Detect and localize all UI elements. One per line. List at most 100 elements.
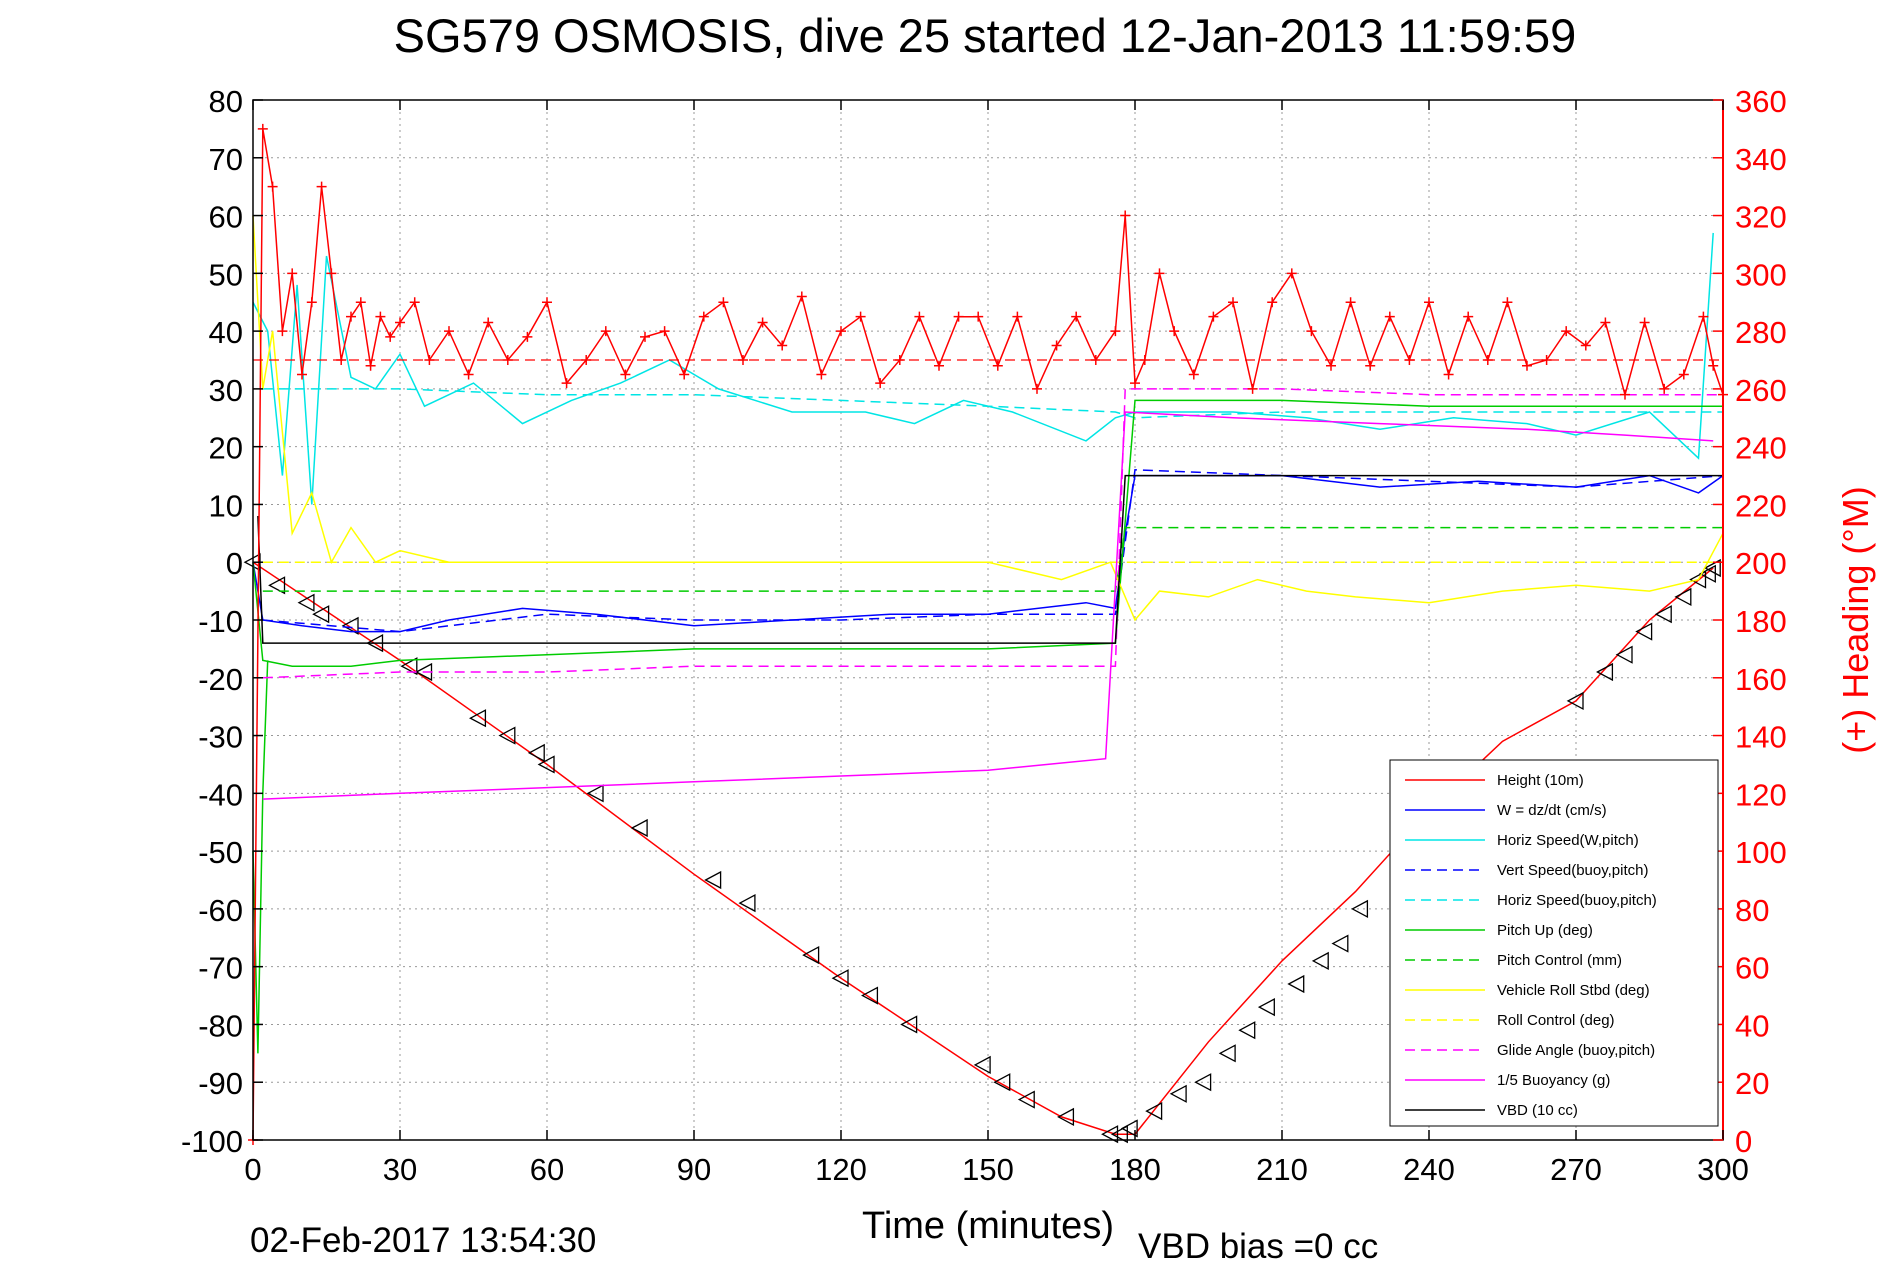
y2-tick-label: 0: [1735, 1124, 1752, 1159]
series-heading-point: [992, 360, 1003, 371]
y-axis-left: 80 70 60 50 40 30 20 10 0 -10 -20 -30 -40 -50 -60 -70 -8…: [181, 84, 263, 1159]
series-heading-point: [1365, 360, 1376, 371]
series-height_markers-point: [1110, 1125, 1128, 1144]
y2-tick-label: 200: [1735, 546, 1787, 581]
series-heading-point: [277, 326, 288, 337]
series-heading-point: [561, 378, 572, 389]
series-heading-point: [1345, 297, 1356, 308]
legend-label: Horiz Speed(buoy,pitch): [1497, 892, 1657, 909]
series-pitch: [252, 399, 1723, 667]
x-tick-label: 240: [1403, 1152, 1455, 1187]
series-heading-point: [1051, 340, 1062, 351]
series-heading-point: [1384, 311, 1395, 322]
x-tick-label: 60: [530, 1152, 564, 1187]
series-height_markers-point: [630, 818, 648, 838]
series-heading-point: [1463, 311, 1474, 322]
series-heading-point: [1247, 383, 1258, 394]
series-heading-point: [306, 297, 317, 308]
series-height_markers-point: [1169, 1084, 1187, 1103]
series-heading-point: [444, 326, 454, 337]
chart-title: SG579 OSMOSIS, dive 25 started 12-Jan-20…: [394, 9, 1577, 62]
series-heading-point: [1443, 369, 1454, 380]
y-tick-label: 50: [209, 257, 243, 292]
y2-tick-label: 280: [1735, 315, 1787, 350]
legend-label: Pitch Up (deg): [1497, 922, 1593, 939]
series-heading-point: [1154, 268, 1165, 279]
x-tick-label: 150: [962, 1152, 1014, 1187]
series-roll: [252, 215, 1724, 622]
y2-tick-label: 320: [1735, 200, 1787, 235]
series-height_markers-point: [1351, 899, 1369, 918]
series-heading-point: [1169, 326, 1180, 337]
series-height_markers-point: [586, 784, 604, 803]
y2-tick-label: 40: [1735, 1008, 1769, 1043]
y-tick-label: -10: [198, 604, 243, 639]
series-heading-point: [316, 181, 327, 192]
y2-tick-label: 260: [1735, 373, 1787, 408]
series-heading-point: [1267, 297, 1278, 308]
series-heading-point: [1012, 311, 1023, 322]
legend-label: W = dz/dt (cm/s): [1497, 802, 1607, 819]
legend-label: Glide Angle (buoy,pitch): [1497, 1042, 1655, 1059]
series-height_markers-point: [312, 605, 330, 624]
series-heading-point: [326, 268, 337, 279]
legend: Height (10m) W = dz/dt (cm/s) Horiz Speed(…: [1389, 759, 1719, 1127]
y-tick-label: 10: [209, 488, 243, 523]
series-height_markers-point: [1145, 1102, 1163, 1121]
series-height_markers-point: [1654, 605, 1672, 624]
series-height_markers-point: [297, 593, 315, 612]
series-heading-point: [385, 331, 396, 342]
series-heading-point: [796, 291, 807, 302]
x-tick-label: 0: [244, 1152, 261, 1187]
series-vbd: [257, 474, 1723, 644]
series-height_markers-point: [973, 1055, 991, 1074]
series-height_markers-point: [1057, 1107, 1075, 1126]
series-heading-point: [463, 369, 474, 380]
series-height_markers-point: [1635, 622, 1653, 641]
series-heading-point: [600, 326, 611, 337]
series-heading-point: [267, 181, 278, 192]
series-heading-point: [346, 311, 356, 322]
series-heading-point: [1110, 326, 1121, 337]
series-heading-point: [698, 311, 709, 322]
y-tick-label: 40: [209, 315, 243, 350]
series-heading-point: [659, 326, 670, 337]
y2-tick-label: 180: [1735, 604, 1787, 639]
y2-tick-label: 120: [1735, 777, 1787, 812]
y-tick-label: 30: [209, 373, 243, 408]
x-tick-label: 120: [815, 1152, 867, 1187]
y-tick-label: 70: [209, 142, 243, 177]
x-axis: 0 30 60 90 120 150 180 210 240 270 300: [244, 100, 1749, 1187]
y-tick-label: -40: [198, 777, 243, 812]
y2-tick-label: 140: [1735, 720, 1787, 755]
y-tick-label: -70: [198, 951, 243, 986]
series-height_markers-point: [400, 657, 418, 676]
series-heading-point: [679, 369, 690, 380]
footer-vbd-bias: VBD bias =0 cc: [1138, 1227, 1378, 1262]
x-tick-label: 30: [383, 1152, 417, 1187]
series-heading-point: [1600, 317, 1611, 328]
y2-tick-label: 160: [1735, 662, 1787, 697]
series-height_markers-point: [469, 709, 487, 728]
x-tick-label: 300: [1697, 1152, 1749, 1187]
series-heading-point: [542, 297, 552, 308]
y2-tick-label: 220: [1735, 488, 1787, 523]
y-tick-label: 20: [209, 431, 243, 466]
series-height_markers-point: [1017, 1090, 1035, 1109]
y-tick-label: 60: [209, 200, 243, 235]
y2-tick-label: 240: [1735, 431, 1787, 466]
series-height_markers-point: [831, 969, 849, 988]
series-heading-point: [1561, 326, 1572, 337]
legend-label: Pitch Control (mm): [1497, 952, 1622, 969]
legend-label: VBD (10 cc): [1497, 1102, 1578, 1119]
series-glide_angle: [262, 388, 1723, 679]
legend-items: Height (10m) W = dz/dt (cm/s) Horiz Speed(…: [1405, 772, 1657, 1119]
legend-label: Roll Control (deg): [1497, 1012, 1615, 1029]
series-height_markers-point: [704, 870, 722, 890]
y2-tick-label: 60: [1735, 951, 1769, 986]
legend-label: Height (10m): [1497, 772, 1584, 789]
series-heading-point: [836, 326, 846, 337]
series-heading-point: [1326, 360, 1336, 371]
series-heading-point: [1580, 340, 1591, 351]
series-height_markers-point: [1238, 1021, 1256, 1040]
